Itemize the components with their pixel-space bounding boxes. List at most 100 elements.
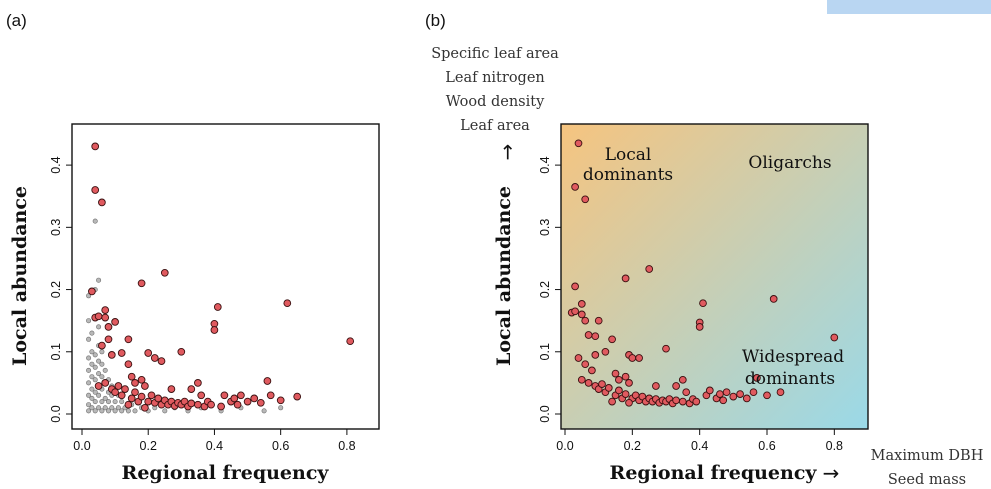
focal-point-a-12 xyxy=(124,335,133,344)
focal-point-b-5 xyxy=(571,282,579,291)
background-point-a-3 xyxy=(86,380,92,386)
focal-point-b-15 xyxy=(601,347,610,356)
y-tick-label-b-3: 0.3 xyxy=(538,219,552,236)
background-point-a-51 xyxy=(115,405,121,411)
focal-point-b-23 xyxy=(662,344,670,353)
focal-point-a-1 xyxy=(91,186,100,194)
y-tick-label-b-1: 0.1 xyxy=(538,343,552,360)
background-point-a-8 xyxy=(86,293,92,299)
background-point-a-36 xyxy=(99,361,105,367)
focal-point-a-52 xyxy=(187,399,196,408)
background-point-a-30 xyxy=(96,324,102,330)
panel-a-frame xyxy=(71,123,380,430)
focal-point-b-2 xyxy=(581,195,590,204)
focal-point-a-19 xyxy=(150,354,159,362)
focal-point-b-63 xyxy=(719,396,728,405)
focal-point-a-58 xyxy=(220,391,229,400)
focal-point-a-68 xyxy=(293,392,302,401)
panel-b-y-traits: Specific leaf area Leaf nitrogen Wood de… xyxy=(431,46,559,134)
y-tick-label-b-4: 0.4 xyxy=(538,156,552,173)
background-point-a-58 xyxy=(132,408,138,414)
focal-point-b-14 xyxy=(608,335,616,344)
focal-point-a-75 xyxy=(194,379,202,387)
focal-point-a-27 xyxy=(263,377,272,385)
y-tick-label-b-2: 0.2 xyxy=(538,281,552,298)
focal-point-a-38 xyxy=(137,392,146,401)
panel-b-y-axis-title: Local abundance xyxy=(493,186,515,366)
focal-point-b-58 xyxy=(692,397,701,406)
background-point-a-42 xyxy=(106,408,112,414)
x-tick-label-b-2: 0.4 xyxy=(691,439,708,453)
background-point-a-39 xyxy=(102,395,108,401)
focal-point-a-21 xyxy=(177,347,186,356)
background-point-a-19 xyxy=(92,377,98,383)
background-point-a-33 xyxy=(99,399,105,405)
focal-point-b-64 xyxy=(722,388,731,397)
x-tick-label-a-3: 0.6 xyxy=(272,439,289,453)
focal-point-a-15 xyxy=(98,341,106,350)
panel-a-x-axis-title: Regional frequency xyxy=(122,462,330,484)
focal-point-a-56 xyxy=(207,400,215,409)
focal-point-a-2 xyxy=(98,198,106,207)
focal-point-b-76 xyxy=(672,382,680,390)
background-point-a-41 xyxy=(102,367,108,373)
focal-point-a-13 xyxy=(117,349,126,357)
focal-point-a-31 xyxy=(111,388,119,397)
background-point-a-28 xyxy=(96,358,102,364)
focal-point-a-20 xyxy=(157,357,166,365)
background-point-a-32 xyxy=(99,408,105,414)
y-tick-label-b-0: 0.0 xyxy=(538,405,552,422)
focal-point-a-26 xyxy=(346,337,355,346)
region-local-dominants-label: dominants xyxy=(583,165,673,185)
focal-point-a-42 xyxy=(154,394,163,403)
focal-point-a-25 xyxy=(283,299,292,308)
focal-point-b-18 xyxy=(581,360,590,369)
region-widespread-label: Widespread xyxy=(742,347,844,367)
background-point-a-53 xyxy=(119,408,125,414)
focal-point-b-74 xyxy=(625,379,633,387)
focal-point-b-19 xyxy=(588,366,596,375)
y-tick-label-a-2: 0.2 xyxy=(49,281,63,298)
focal-point-b-79 xyxy=(625,398,633,407)
y-tick-label-a-1: 0.1 xyxy=(49,343,63,360)
focal-point-a-32 xyxy=(114,382,123,390)
region-local-label: Local xyxy=(605,145,652,165)
panel-b-x-axis-title: Regional frequency xyxy=(610,462,818,484)
background-point-a-4 xyxy=(86,367,92,373)
background-point-a-11 xyxy=(89,386,95,392)
trait-specific-leaf-area: Specific leaf area xyxy=(431,46,559,62)
background-point-a-38 xyxy=(102,405,108,411)
background-point-a-6 xyxy=(86,336,92,342)
focal-point-b-28 xyxy=(830,333,839,342)
trait-leaf-nitrogen: Leaf nitrogen xyxy=(445,70,545,86)
background-point-a-56 xyxy=(125,408,131,414)
background-point-a-62 xyxy=(162,408,168,414)
focal-point-a-35 xyxy=(127,394,136,403)
focal-point-a-28 xyxy=(94,382,103,390)
top-band xyxy=(827,0,991,14)
background-point-a-69 xyxy=(278,405,284,411)
focal-point-b-65 xyxy=(729,392,738,401)
focal-point-a-39 xyxy=(144,397,153,406)
background-point-a-7 xyxy=(86,318,92,324)
focal-point-b-13 xyxy=(594,316,603,325)
focal-point-a-4 xyxy=(137,279,146,288)
focal-point-a-62 xyxy=(237,391,245,400)
x-tick-label-a-1: 0.2 xyxy=(140,439,157,453)
background-point-a-14 xyxy=(89,349,95,355)
trait-seed-mass: Seed mass xyxy=(888,472,966,488)
background-point-a-49 xyxy=(112,408,118,414)
panel-b-x-traits: Maximum DBH Seed mass xyxy=(871,448,984,488)
focal-point-b-22 xyxy=(635,354,643,362)
focal-point-a-29 xyxy=(101,379,110,387)
focal-point-a-70 xyxy=(131,379,139,387)
focal-point-b-12 xyxy=(591,332,600,341)
focal-point-b-34 xyxy=(598,380,606,388)
y-arrow-icon: → xyxy=(495,144,519,161)
focal-point-a-34 xyxy=(121,385,129,393)
focal-point-b-8 xyxy=(577,300,586,308)
background-point-a-16 xyxy=(92,408,98,414)
background-point-a-46 xyxy=(109,405,115,411)
focal-point-b-69 xyxy=(763,391,771,400)
